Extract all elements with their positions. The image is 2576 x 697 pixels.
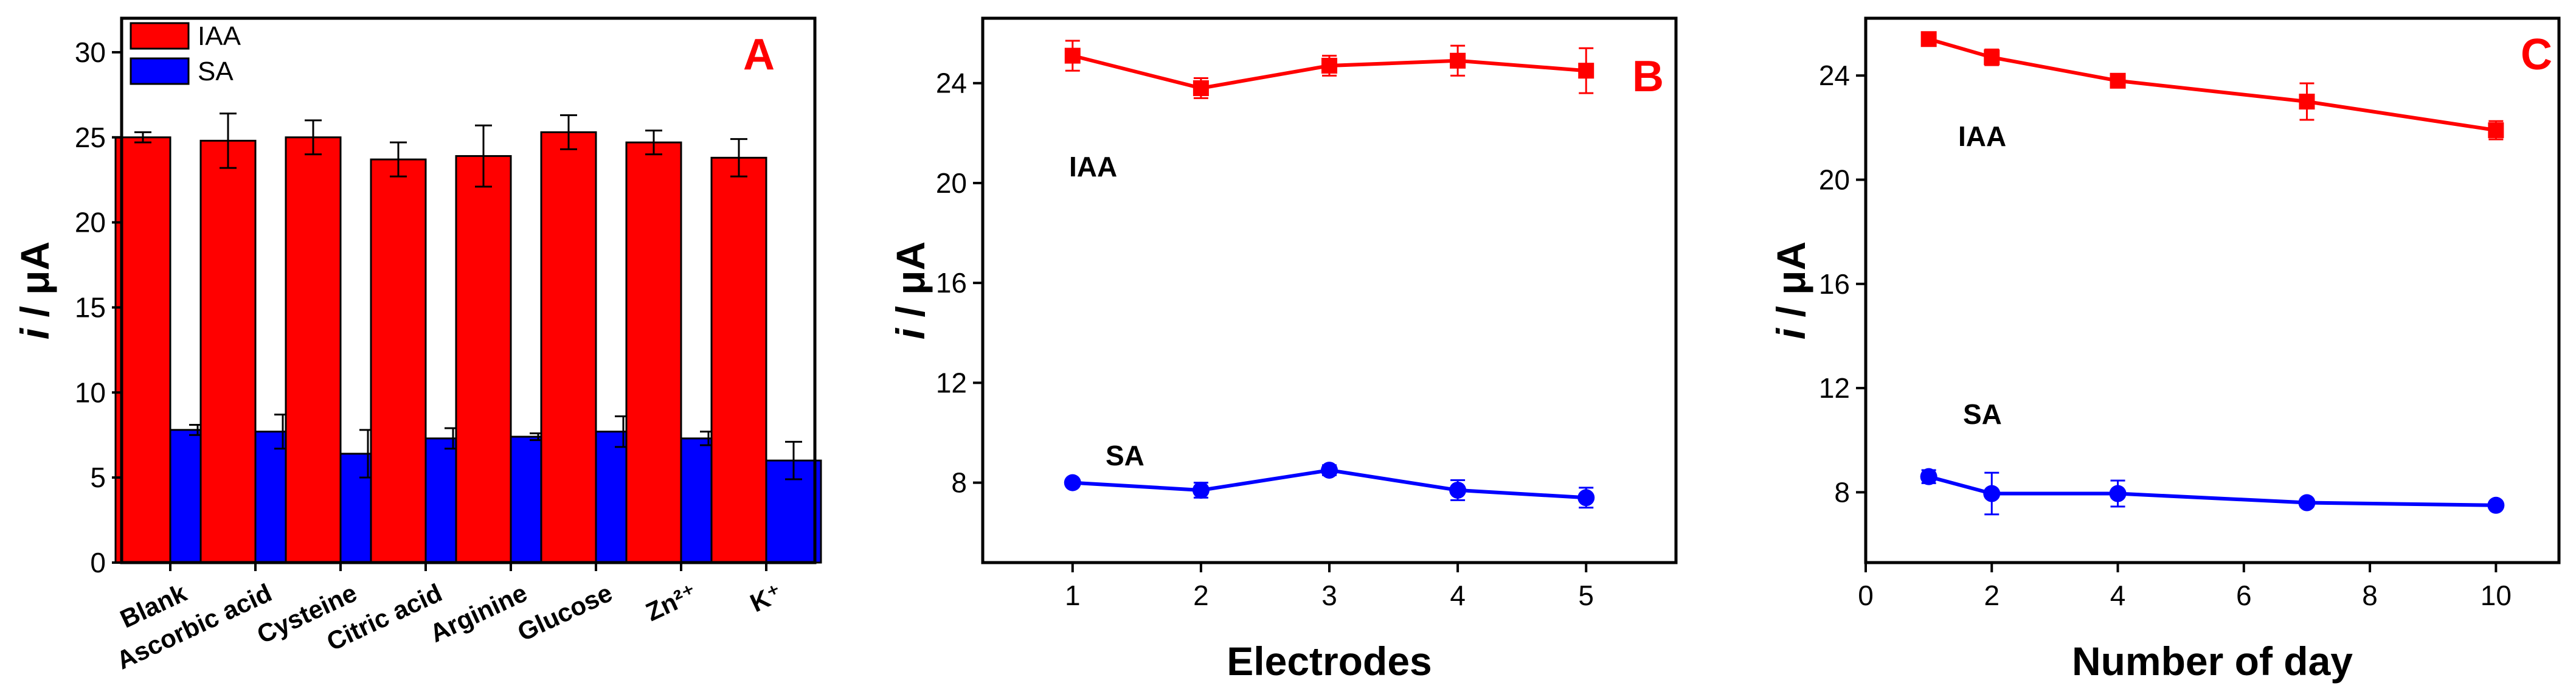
y-tick-label: 30: [75, 36, 106, 68]
x-tick-label: 1: [1065, 580, 1081, 611]
series-annotation-iaa: IAA: [1958, 120, 2006, 152]
x-tick-label: 10: [2481, 580, 2512, 611]
y-tick-label: 12: [936, 367, 967, 398]
legend-swatch-iaa: [130, 22, 190, 50]
y-axis-title: i / μA: [12, 241, 57, 339]
y-tick-label: 10: [75, 376, 106, 408]
x-category-label: K⁺: [746, 578, 786, 618]
legend-label-iaa: IAA: [198, 21, 241, 51]
bar-iaa: [285, 136, 342, 564]
y-tick-label: 20: [75, 207, 106, 238]
x-category-label: Arginine: [426, 578, 531, 648]
legend-swatch-sa: [130, 57, 190, 85]
x-tick-label: 4: [1450, 580, 1466, 611]
data-point-sa: [1577, 489, 1595, 507]
y-axis-title-italic: i: [1768, 327, 1813, 339]
data-point-sa: [1449, 481, 1467, 499]
data-point-iaa: [1578, 63, 1594, 79]
y-tick-label: 8: [1834, 476, 1850, 508]
x-tick-label: 2: [1984, 580, 2000, 611]
data-point-sa: [1920, 468, 1937, 485]
data-point-iaa: [1920, 31, 1937, 47]
y-axis-title: i / μA: [1768, 241, 1813, 339]
series-line-sa: [1928, 474, 2496, 507]
x-category-label: Zn²⁺: [642, 578, 702, 627]
data-point-sa: [1064, 474, 1081, 491]
bar-iaa: [540, 131, 597, 564]
y-axis-title-italic: i: [888, 327, 933, 339]
panel-letter: B: [1632, 52, 1664, 101]
bar-iaa: [710, 156, 767, 564]
x-tick-label: 4: [2110, 580, 2126, 611]
y-axis-title: i / μA: [888, 241, 933, 339]
panel-letter: C: [2521, 30, 2552, 79]
legend-label-sa: SA: [198, 57, 234, 86]
x-tick-label: 3: [1321, 580, 1337, 611]
x-category-label: Glucose: [513, 578, 617, 647]
y-tick-label: 20: [936, 167, 967, 199]
y-tick-label: 16: [1819, 268, 1850, 300]
data-point-iaa: [1984, 49, 2000, 66]
y-tick-label: 8: [951, 467, 967, 499]
series-annotation-sa: SA: [1106, 440, 1144, 471]
x-tick-label: 0: [1858, 580, 1874, 611]
panel-letter: A: [743, 30, 775, 79]
bar-iaa: [114, 136, 171, 564]
bar-iaa: [370, 158, 427, 564]
plot-frame: [120, 16, 817, 564]
plot-frame: [1864, 16, 2561, 564]
y-tick-label: 12: [1819, 372, 1850, 404]
data-point-iaa: [1193, 80, 1209, 96]
y-axis-title-italic: i: [12, 327, 57, 339]
x-tick-label: 5: [1578, 580, 1594, 611]
data-point-sa: [1321, 462, 1338, 479]
x-tick-label: 6: [2236, 580, 2252, 611]
y-tick-label: 15: [75, 291, 106, 323]
x-axis-title: Electrodes: [1227, 639, 1432, 684]
plot-frame: [981, 16, 1678, 564]
data-point-sa: [2298, 494, 2316, 511]
data-point-sa: [1192, 481, 1210, 499]
y-tick-label: 25: [75, 122, 106, 153]
data-point-sa: [2487, 496, 2505, 514]
x-tick-label: 2: [1193, 580, 1209, 611]
x-tick-label: 8: [2362, 580, 2378, 611]
y-tick-label: 24: [1819, 60, 1850, 91]
y-tick-label: 0: [90, 547, 106, 578]
data-point-sa: [2109, 485, 2127, 502]
data-point-sa: [1983, 485, 2001, 502]
y-tick-label: 24: [936, 68, 967, 99]
data-point-iaa: [2299, 94, 2315, 110]
bar-iaa: [199, 139, 257, 564]
y-tick-label: 5: [90, 462, 106, 493]
series-annotation-sa: SA: [1963, 398, 2002, 430]
data-point-iaa: [1064, 47, 1081, 64]
bar-iaa: [625, 141, 682, 564]
data-point-iaa: [1450, 52, 1466, 69]
data-point-iaa: [2488, 122, 2504, 139]
y-axis-title-unit: / μA: [12, 241, 57, 328]
x-axis-title: Number of day: [2072, 639, 2353, 684]
y-axis-title-unit: / μA: [888, 241, 933, 328]
data-point-iaa: [1321, 58, 1337, 74]
y-axis-title-unit: / μA: [1768, 241, 1813, 328]
y-tick-label: 16: [936, 267, 967, 299]
bar-iaa: [455, 155, 512, 564]
series-line-iaa: [1928, 37, 2496, 133]
series-annotation-iaa: IAA: [1069, 151, 1117, 182]
y-tick-label: 20: [1819, 164, 1850, 196]
data-point-iaa: [2110, 72, 2126, 89]
